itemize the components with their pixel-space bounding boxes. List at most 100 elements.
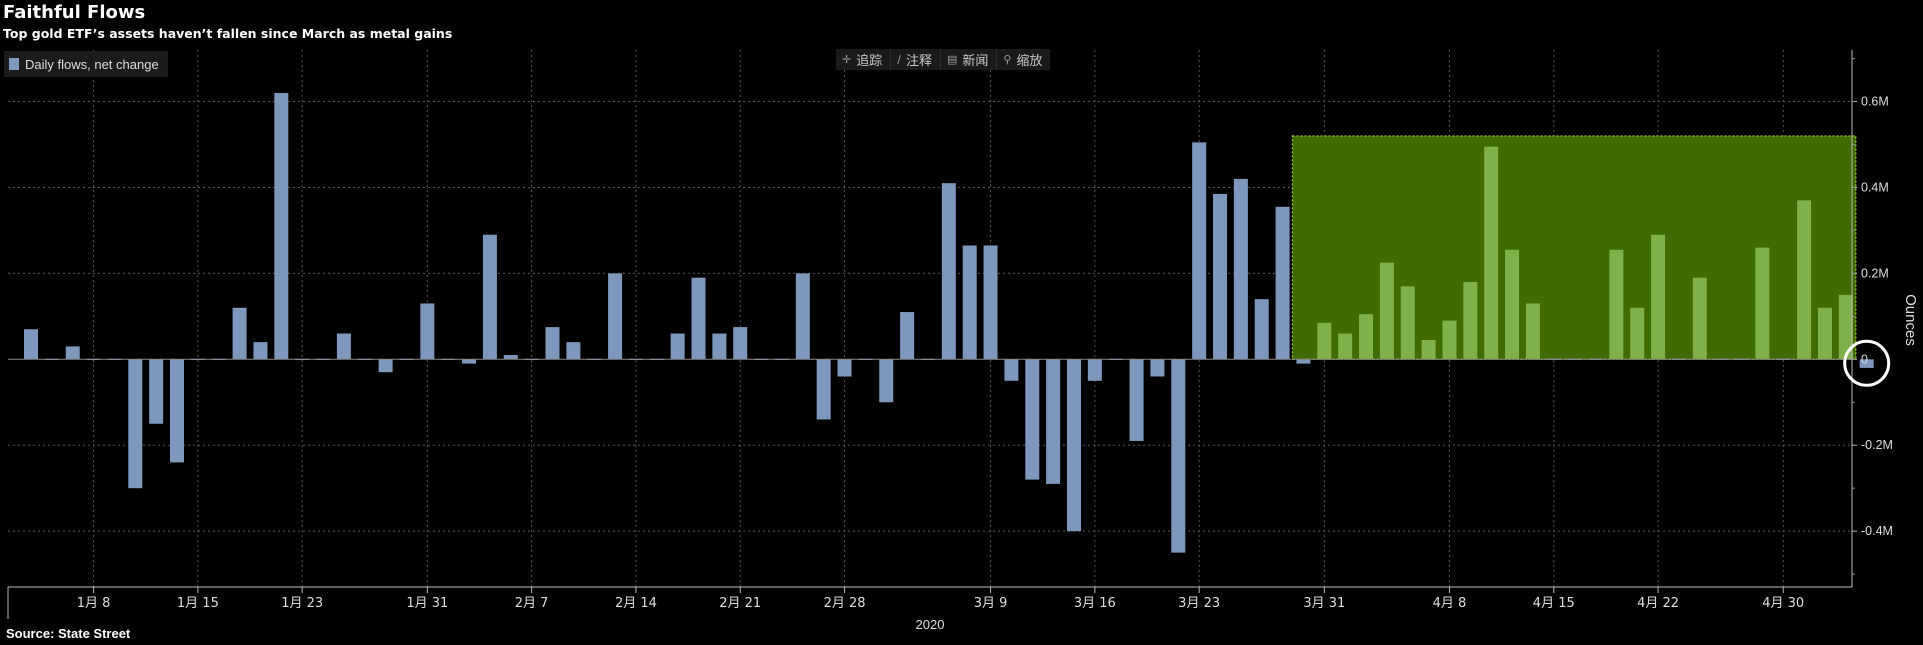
y-axis-label: Ounces xyxy=(1902,294,1919,346)
zoom-label: 缩放 xyxy=(1016,54,1043,69)
bar xyxy=(1484,146,1499,360)
bar xyxy=(24,329,38,360)
bar xyxy=(128,359,143,489)
pencil-icon: ∕ xyxy=(897,53,901,66)
x-tick-label: 3月 31 xyxy=(1303,596,1345,611)
bar xyxy=(1087,359,1102,381)
legend[interactable]: Daily flows, net change xyxy=(4,51,168,77)
bar xyxy=(983,245,998,360)
bar xyxy=(816,359,831,420)
bar xyxy=(1171,359,1186,553)
bar xyxy=(65,346,80,360)
x-tick-label: 4月 15 xyxy=(1533,596,1575,611)
chart-toolbar: ✛ 追踪 ∕ 注释 ▤ 新闻 ⚲ 缩放 xyxy=(836,49,1051,70)
bar xyxy=(1359,314,1374,360)
x-tick-label: 2月 14 xyxy=(615,596,657,611)
x-tick-label: 3月 23 xyxy=(1178,596,1220,611)
bar xyxy=(503,355,518,360)
crosshair-icon: ✛ xyxy=(842,53,852,66)
bar xyxy=(1338,333,1353,360)
bar xyxy=(1192,142,1207,360)
news-button[interactable]: ▤ 新闻 xyxy=(939,49,996,70)
bar xyxy=(900,312,915,360)
bar xyxy=(1025,359,1040,480)
x-tick-label: 1月 15 xyxy=(177,596,219,611)
annotate-label: 注释 xyxy=(905,54,932,69)
bar xyxy=(733,327,748,360)
y-tick-label: -0.2M xyxy=(1861,438,1893,452)
zoom-button[interactable]: ⚲ 缩放 xyxy=(996,49,1050,70)
x-tick-label: 1月 23 xyxy=(281,596,323,611)
bar xyxy=(378,359,393,373)
y-tick-label: -0.4M xyxy=(1861,524,1893,538)
x-tick-label: 4月 30 xyxy=(1762,596,1804,611)
news-icon: ▤ xyxy=(946,53,958,66)
bars xyxy=(24,92,1874,553)
bar xyxy=(691,277,706,360)
news-label: 新闻 xyxy=(962,54,989,69)
x-tick-labels: 1月 8 1月 15 1月 23 1月 31 2月 7 2月 14 2月 21 2月 28 3月… xyxy=(77,596,1804,611)
bar xyxy=(1400,286,1415,360)
bar xyxy=(1609,249,1624,360)
highlight-circle xyxy=(1843,339,1891,387)
bar xyxy=(1797,200,1812,360)
y-tick-label: 0.2M xyxy=(1861,266,1889,280)
bar xyxy=(545,327,560,360)
bar xyxy=(1421,339,1436,360)
chart-subtitle: Top gold ETF’s assets haven’t fallen sin… xyxy=(3,26,453,41)
bar xyxy=(149,359,164,424)
bar xyxy=(1442,320,1457,360)
annotate-button[interactable]: ∕ 注释 xyxy=(890,49,940,70)
bar xyxy=(336,333,351,360)
bar xyxy=(1004,359,1019,381)
bar xyxy=(1525,303,1540,360)
x-tick-label: 2月 28 xyxy=(824,596,866,611)
bar xyxy=(482,234,497,360)
bar xyxy=(962,245,977,360)
bar xyxy=(1067,359,1081,532)
bar xyxy=(1505,249,1520,360)
y-tick-label: 0.4M xyxy=(1861,180,1889,194)
bar xyxy=(1254,299,1269,360)
bar xyxy=(1630,307,1645,360)
legend-label: Daily flows, net change xyxy=(25,56,159,72)
bar xyxy=(837,359,852,377)
x-tick-label: 4月 22 xyxy=(1637,596,1679,611)
bar xyxy=(1317,322,1332,360)
chart-title: Faithful Flows xyxy=(3,2,146,23)
bar xyxy=(1651,234,1666,360)
bar xyxy=(1150,359,1165,377)
x-tick-label: 2月 7 xyxy=(515,596,549,611)
bar xyxy=(1275,206,1290,360)
x-tick-label: 2月 21 xyxy=(719,596,761,611)
bar xyxy=(462,359,477,364)
track-button[interactable]: ✛ 追踪 xyxy=(836,49,890,70)
bar xyxy=(1692,277,1707,360)
bar xyxy=(274,92,289,360)
source-note: Source: State Street xyxy=(6,626,131,641)
bar xyxy=(1046,359,1061,484)
bar xyxy=(795,273,810,360)
y-tick-labels: -0.4M -0.2M 0 0.2M 0.4M 0.6M xyxy=(1861,95,1893,539)
legend-swatch xyxy=(9,58,19,70)
bar xyxy=(170,359,185,463)
y-tick-label: 0.6M xyxy=(1861,95,1889,109)
bar xyxy=(1296,359,1311,364)
bar xyxy=(253,342,268,360)
bar xyxy=(1233,178,1248,360)
bar xyxy=(1463,281,1478,360)
bar xyxy=(670,333,685,360)
x-tick-label: 1月 8 xyxy=(77,596,111,611)
bar xyxy=(1838,294,1853,360)
bar xyxy=(1379,262,1394,360)
bar xyxy=(1817,307,1832,360)
bar xyxy=(1213,193,1228,360)
x-tick-label: 3月 9 xyxy=(974,596,1008,611)
bar xyxy=(566,342,581,360)
highlight-region xyxy=(1291,135,1857,360)
bar xyxy=(941,183,956,360)
bar xyxy=(608,273,623,360)
track-label: 追踪 xyxy=(856,54,883,69)
bar xyxy=(1755,247,1770,360)
